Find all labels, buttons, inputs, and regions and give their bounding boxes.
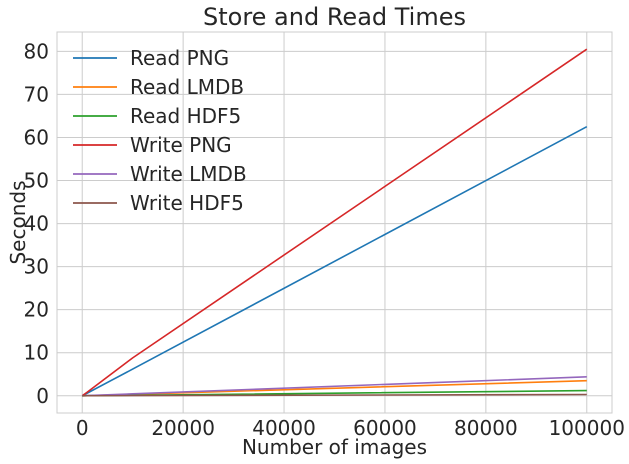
y-tick-label: 50	[24, 169, 49, 193]
legend-entry: Read LMDB	[130, 75, 244, 99]
legend-entry: Read HDF5	[130, 104, 241, 128]
legend-entry: Write PNG	[130, 133, 232, 157]
x-tick-label: 60000	[353, 416, 417, 440]
series-line-5	[81, 393, 587, 397]
y-tick-label: 40	[24, 212, 49, 236]
legend-entry: Read PNG	[130, 46, 229, 70]
x-axis-label: Number of images	[242, 435, 427, 459]
legend: Read PNG Read LMDB Read HDF5 Write PNG Write…	[73, 46, 247, 215]
y-tick-label: 0	[36, 384, 49, 408]
series-lines	[81, 48, 588, 397]
y-tick-label: 70	[24, 82, 49, 106]
y-tick-label: 10	[24, 341, 49, 365]
y-axis-ticks: 0 10 20 30 40 50 60 70 80	[24, 39, 49, 407]
x-tick-label: 100000	[549, 416, 625, 440]
legend-entry: Write LMDB	[130, 162, 247, 186]
y-tick-label: 20	[24, 298, 49, 322]
y-tick-label: 60	[24, 125, 49, 149]
x-tick-label: 0	[76, 416, 89, 440]
x-tick-label: 40000	[252, 416, 316, 440]
chart-title: Store and Read Times	[203, 3, 466, 31]
y-tick-label: 80	[24, 39, 49, 63]
series-line-3	[81, 48, 588, 397]
x-tick-label: 80000	[454, 416, 518, 440]
y-tick-label: 30	[24, 255, 49, 279]
plot-area	[56, 31, 613, 414]
x-axis-ticks: 0 20000 40000 60000 80000 100000	[76, 416, 625, 440]
legend-entry: Write HDF5	[130, 191, 244, 215]
y-axis-label: Seconds	[6, 180, 30, 264]
x-tick-label: 20000	[151, 416, 215, 440]
